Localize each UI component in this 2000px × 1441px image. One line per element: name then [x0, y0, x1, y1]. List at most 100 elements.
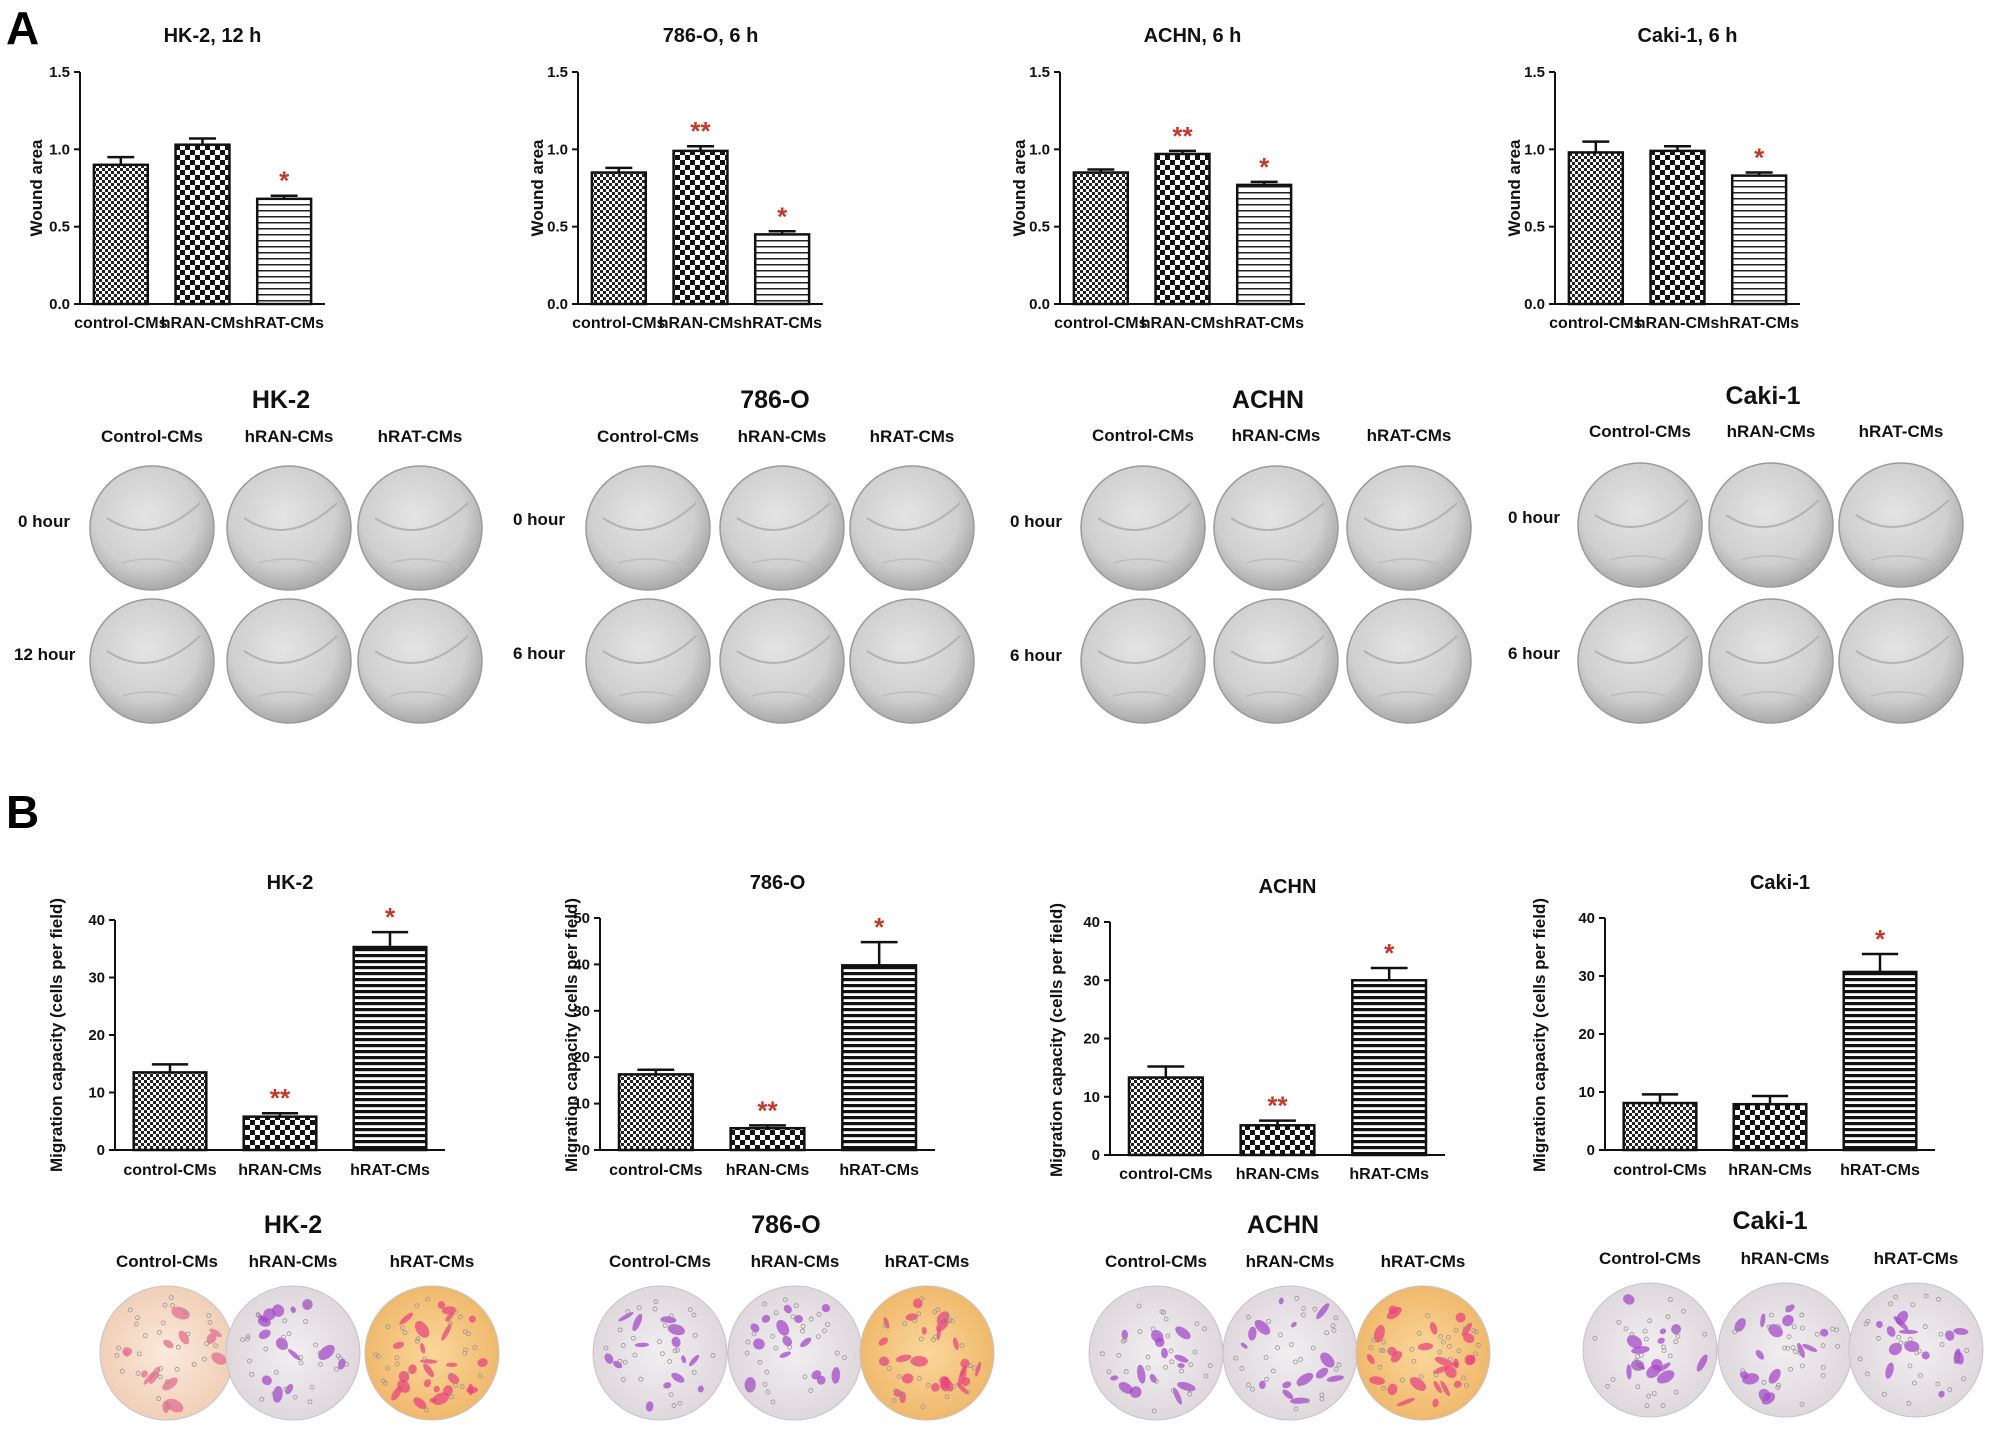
- wound-dish: [357, 465, 483, 591]
- stained-cell: [681, 1355, 687, 1364]
- membrane-pore: [249, 1371, 255, 1377]
- stained-cell: [883, 1317, 890, 1329]
- membrane-pore: [636, 1305, 642, 1310]
- membrane-pore: [1471, 1328, 1477, 1334]
- stained-cell: [1466, 1355, 1476, 1365]
- transwell-image: [1355, 1285, 1491, 1421]
- wound-dish: [1577, 598, 1703, 724]
- membrane-pore: [259, 1396, 265, 1402]
- transwell-membrane: [727, 1285, 863, 1421]
- membrane-pore: [453, 1383, 458, 1388]
- membrane-pore: [1800, 1325, 1805, 1331]
- membrane-pore: [1301, 1312, 1306, 1318]
- wound-scratch: [106, 502, 201, 531]
- column-label: hRAN-CMs: [1246, 1252, 1335, 1271]
- stained-cell: [1290, 1397, 1310, 1404]
- chart-title: Caki-1: [1750, 872, 1810, 894]
- significance-marker: **: [757, 1095, 778, 1125]
- x-category-label: control-CMs: [1613, 1162, 1706, 1179]
- stained-cell: [618, 1311, 634, 1322]
- stained-cell: [1369, 1376, 1385, 1385]
- dish-plate: [226, 598, 352, 724]
- wound-scratch: [106, 635, 201, 664]
- cell-edge: [121, 558, 193, 569]
- membrane-pore: [283, 1344, 288, 1350]
- membrane-pore: [1266, 1319, 1271, 1324]
- membrane-pore: [305, 1300, 311, 1306]
- membrane-pore: [415, 1336, 421, 1342]
- membrane-pore: [935, 1307, 941, 1313]
- membrane-pore: [399, 1325, 405, 1331]
- membrane-pore: [1233, 1355, 1239, 1361]
- stained-cell: [1118, 1382, 1133, 1394]
- membrane-pore: [459, 1384, 465, 1390]
- stained-cell: [645, 1401, 654, 1412]
- membrane-pore: [1333, 1315, 1339, 1321]
- membrane-pore: [160, 1320, 166, 1326]
- membrane-pore: [1120, 1338, 1126, 1344]
- y-tick-label: 0.0: [49, 296, 70, 313]
- membrane-pore: [1447, 1356, 1453, 1362]
- column-label: hRAT-CMs: [1381, 1252, 1466, 1271]
- chart-title: 786-O, 6 h: [663, 25, 759, 47]
- y-tick-label: 1.5: [1029, 64, 1050, 81]
- membrane-pore: [463, 1347, 469, 1353]
- x-category-label: hRAN-CMs: [659, 315, 743, 332]
- cell-edge: [751, 558, 823, 569]
- x-category-label: hRAN-CMs: [238, 1162, 322, 1179]
- bar-3: [753, 233, 811, 306]
- y-tick-label: 10: [1083, 1089, 1100, 1106]
- x-category-label: hRAN-CMs: [726, 1162, 810, 1179]
- stained-cell: [1121, 1329, 1129, 1340]
- membrane-pore: [834, 1350, 840, 1356]
- membrane-pore: [1278, 1332, 1283, 1338]
- migration-image-group-achn: ACHN Control-CMs hRAN-CMs hRAT-CMs: [1088, 1211, 1491, 1421]
- significance-marker: **: [1267, 1091, 1288, 1121]
- stained-cell: [1820, 1328, 1829, 1337]
- membrane-pore: [1145, 1354, 1151, 1360]
- y-tick-label: 40: [573, 956, 590, 973]
- membrane-pore: [1916, 1348, 1922, 1354]
- membrane-pore: [1324, 1330, 1329, 1336]
- membrane-pore: [1377, 1364, 1383, 1370]
- membrane-pore: [292, 1394, 298, 1400]
- membrane-pore: [1906, 1400, 1912, 1406]
- dish-plate: [1213, 465, 1339, 591]
- stained-cell: [667, 1324, 685, 1336]
- membrane-pore: [1161, 1310, 1167, 1315]
- membrane-pore: [1938, 1331, 1944, 1337]
- y-tick-label: 10: [1578, 1084, 1595, 1101]
- membrane-pore: [1150, 1326, 1156, 1332]
- stained-cell: [285, 1383, 294, 1395]
- membrane-pore: [1163, 1364, 1168, 1370]
- chart-title: HK-2: [267, 872, 314, 894]
- stained-cell: [398, 1371, 410, 1383]
- dish-plate: [1577, 462, 1703, 588]
- stained-cell: [613, 1360, 623, 1369]
- membrane-pore: [472, 1345, 478, 1350]
- row-label: 12 hour: [14, 645, 76, 664]
- membrane-pore: [128, 1307, 133, 1313]
- stained-cell: [1110, 1375, 1119, 1381]
- x-category-label: control-CMs: [572, 315, 665, 332]
- membrane-pore: [182, 1309, 188, 1315]
- dish-plate: [1080, 465, 1206, 591]
- membrane-pore: [939, 1319, 945, 1325]
- membrane-pore: [133, 1321, 139, 1327]
- stained-cell: [1626, 1335, 1643, 1349]
- membrane-pore: [1635, 1354, 1641, 1359]
- y-axis-label: Wound area: [1505, 139, 1524, 237]
- membrane-pore: [1953, 1355, 1959, 1361]
- stained-cell: [423, 1363, 435, 1378]
- membrane-pore: [1188, 1362, 1194, 1368]
- bar-1: [1567, 151, 1625, 306]
- membrane-pore: [1416, 1330, 1422, 1336]
- stained-cell: [816, 1375, 826, 1385]
- y-tick-label: 20: [1083, 1031, 1100, 1048]
- membrane-pore: [1433, 1372, 1439, 1378]
- stained-cell: [477, 1358, 488, 1367]
- cell-edge: [881, 558, 953, 569]
- stained-cell: [831, 1367, 841, 1384]
- membrane-pore: [1270, 1368, 1276, 1374]
